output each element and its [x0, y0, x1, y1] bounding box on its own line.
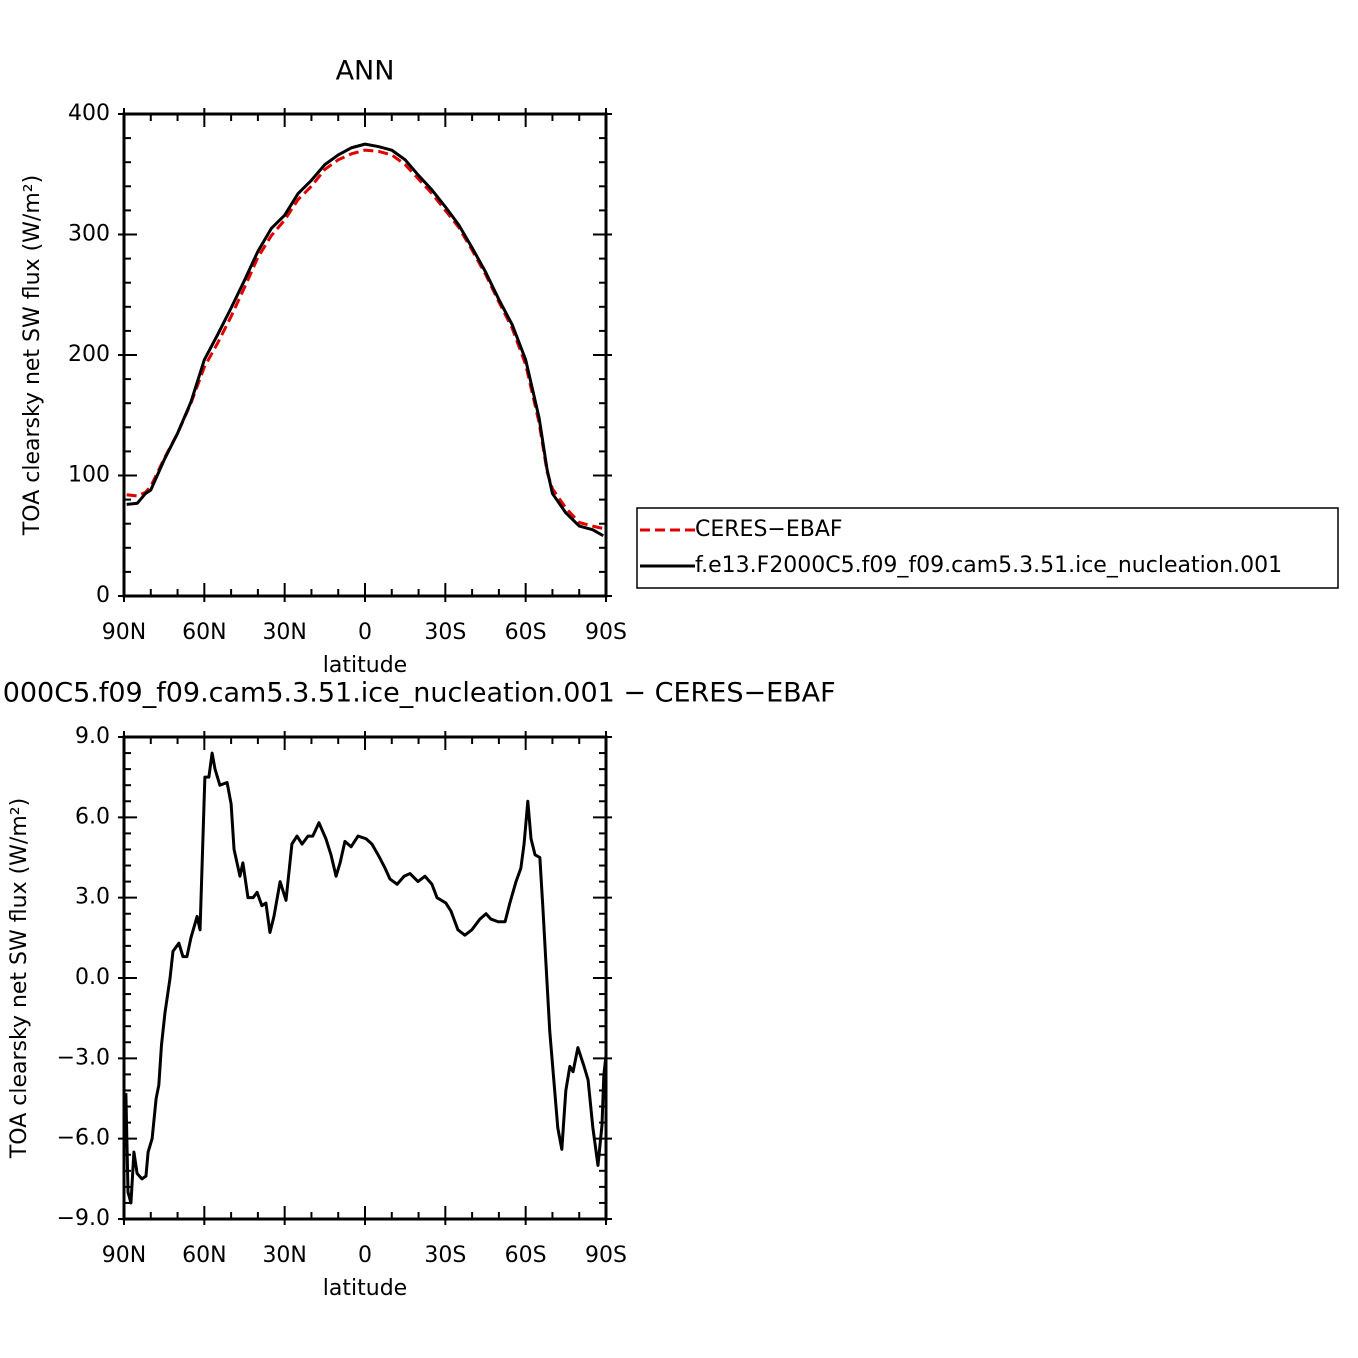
y-tick-label: −9.0 — [57, 1206, 110, 1231]
x-tick-label: 90N — [102, 620, 146, 645]
plot-frame — [122, 112, 608, 598]
x-axis-label: latitude — [323, 653, 407, 678]
y-tick-label: 9.0 — [75, 724, 110, 749]
data-line — [124, 751, 608, 1205]
x-tick-label: 90S — [585, 1243, 627, 1268]
x-tick-label: 60S — [505, 620, 547, 645]
x-tick-label: 90S — [585, 620, 627, 645]
data-line — [126, 142, 605, 538]
x-tick-label: 30S — [424, 1243, 466, 1268]
x-tick-label: 60N — [182, 620, 226, 645]
x-tick-label: 30N — [262, 620, 306, 645]
legend-label: f.e13.F2000C5.f09_f09.cam5.3.51.ice_nucl… — [695, 553, 1282, 578]
y-tick-label: 6.0 — [75, 804, 110, 829]
x-tick-label: 0 — [358, 1243, 372, 1268]
x-tick-label: 0 — [358, 620, 372, 645]
x-tick-label: 60S — [505, 1243, 547, 1268]
legend: CERES−EBAF f.e13.F2000C5.f09_f09.cam5.3.5… — [636, 507, 1339, 589]
y-tick-label: 100 — [68, 463, 110, 488]
legend-box — [636, 507, 1339, 589]
y-tick-label: 0.0 — [75, 965, 110, 990]
x-tick-label: 90N — [102, 1243, 146, 1268]
chart-title: ANN — [336, 56, 395, 87]
data-line — [126, 148, 604, 530]
y-tick-label: −3.0 — [57, 1045, 110, 1070]
y-tick-label: 300 — [68, 222, 110, 247]
y-tick-label: 0 — [96, 583, 110, 608]
x-tick-label: 60N — [182, 1243, 226, 1268]
y-tick-label: 200 — [68, 342, 110, 367]
y-tick-label: 3.0 — [75, 885, 110, 910]
chart-title: f.e13.F2000C5.f09_f09.cam5.3.51.ice_nucl… — [0, 678, 836, 709]
x-axis-label: latitude — [323, 1276, 407, 1301]
x-tick-label: 30S — [424, 620, 466, 645]
y-tick-label: 400 — [68, 101, 110, 126]
y-axis-label: TOA clearsky net SW flux (W/m²) — [7, 798, 32, 1159]
y-axis-label: TOA clearsky net SW flux (W/m²) — [20, 175, 45, 536]
legend-label: CERES−EBAF — [695, 517, 843, 542]
y-tick-label: −6.0 — [57, 1126, 110, 1151]
plot-frame — [122, 735, 608, 1221]
x-tick-label: 30N — [262, 1243, 306, 1268]
